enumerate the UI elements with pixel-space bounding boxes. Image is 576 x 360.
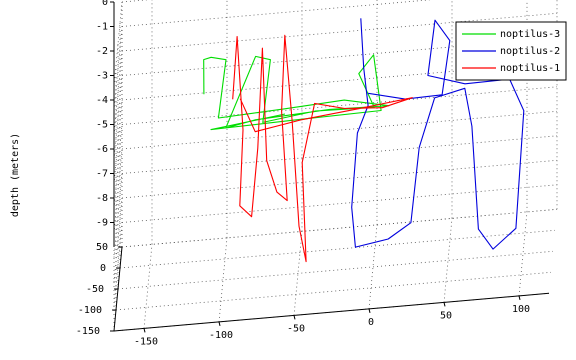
legend: noptilus-3 noptilus-2 noptilus-1 — [455, 21, 567, 81]
x-tick-mark — [518, 295, 521, 301]
x-tick-mark — [443, 302, 446, 307]
z-tick-label: 0 — [102, 0, 108, 8]
z-tick-label: -6 — [96, 144, 108, 155]
x-tick-label: 50 — [440, 310, 452, 321]
grid-line-floor-y — [115, 271, 552, 311]
grid-line-back-z — [121, 110, 558, 150]
z-axis-label: depth (meters) — [10, 133, 21, 217]
x-tick-mark — [368, 308, 371, 314]
z-tick-label: -2 — [96, 46, 108, 57]
grid-line-floor-y — [119, 229, 556, 269]
y-tick-label: 0 — [100, 263, 106, 274]
track-noptilus-3 — [203, 54, 390, 131]
grid-line-floor-y — [121, 208, 558, 248]
x-tick-label: -150 — [134, 336, 158, 347]
grid-line-floor-x — [368, 224, 378, 309]
grid-line-back-z — [121, 37, 558, 76]
grid-line-back-z — [121, 0, 433, 27]
x-tick-mark — [143, 328, 146, 333]
legend-label-noptilus-1: noptilus-1 — [500, 63, 560, 74]
y-tick-label: -150 — [76, 326, 100, 337]
track-noptilus-1 — [232, 34, 413, 263]
grid-line-back-z — [121, 86, 558, 125]
x-axis-line — [113, 292, 550, 332]
x-tick-label: 0 — [368, 317, 374, 328]
grid-line-back-z — [121, 208, 558, 248]
z-tick-label: -7 — [96, 169, 108, 180]
x-tick-label: -50 — [287, 323, 305, 334]
legend-label-noptilus-2: noptilus-2 — [500, 46, 560, 57]
grid-line-back-z — [121, 184, 558, 223]
grid-line-back-z — [121, 61, 558, 101]
x-tick-mark — [218, 321, 221, 327]
grid-line-floor-x — [518, 211, 528, 296]
z-tick-label: -5 — [96, 120, 108, 131]
tick-labels: 0 -1 -2 -3 -4 -5 -6 -7 -8 -9 -150 -100 -50 0 50 100 50 0 -… — [76, 0, 530, 347]
grid-line-side-z — [113, 1, 123, 87]
grid-line-floor-y — [117, 250, 554, 290]
y-tick-label: 50 — [96, 242, 108, 253]
z-tick-label: -9 — [96, 218, 108, 229]
legend-label-noptilus-3: noptilus-3 — [500, 29, 560, 40]
y-tick-label: -50 — [86, 284, 104, 295]
grid-line-back-z — [121, 0, 150, 3]
grid-line-side-z — [113, 124, 123, 209]
grid-line-back-z — [121, 12, 558, 52]
x-tick-label: 100 — [512, 304, 530, 315]
z-tick-label: -1 — [96, 22, 108, 33]
x-tick-label: -100 — [209, 330, 233, 341]
series-tracks — [203, 18, 525, 263]
track-noptilus-2 — [351, 18, 525, 250]
grid-line-back-z — [121, 135, 558, 174]
x-tick-mark — [293, 315, 296, 320]
y-tick-label: -100 — [78, 305, 102, 316]
z-tick-label: -3 — [96, 71, 108, 82]
grid-line-back-z — [121, 159, 558, 199]
z-tick-label: -4 — [96, 95, 108, 106]
z-tick-label: -8 — [96, 193, 108, 204]
